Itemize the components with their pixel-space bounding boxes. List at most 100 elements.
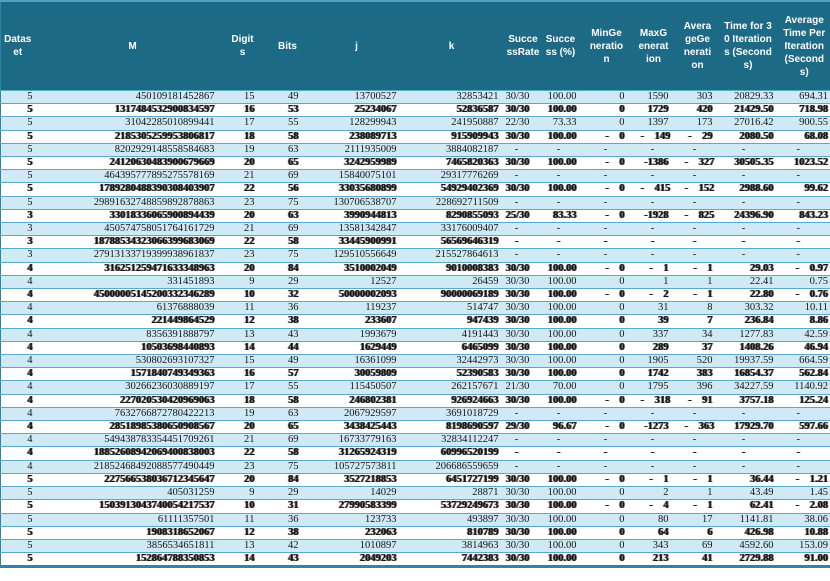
header-row: Dataset M Digits Bits j k SuccessRate Success (…: [0, 1, 830, 91]
cell-j: 3510002049: [314, 261, 403, 276]
cell-m: 3856534651811: [48, 538, 229, 553]
cell-max_generation: 213: [636, 552, 681, 567]
cell-success_pct: 100.00: [542, 156, 587, 170]
cell-avg_time_per_iteration: 1.45: [778, 486, 830, 500]
cell-m: 331451893: [48, 274, 229, 289]
table-row: 5 450109181452867 15 49 13700527 32853421 30/3…: [0, 89, 830, 104]
cell-avg_time_per_iteration: -: [778, 248, 830, 263]
cell-j: 128299943: [314, 116, 403, 131]
cell-success_pct: 100.00: [542, 512, 587, 527]
cell-bits: 56: [274, 182, 315, 197]
cell-success_rate: 30/30: [502, 261, 543, 276]
cell-time_30_iterations: 43.49: [720, 486, 779, 500]
cell-min_generation: 0: [586, 552, 637, 567]
cell-j: 233607: [314, 314, 403, 329]
cell-avg_time_per_iteration: 91.00: [778, 552, 830, 567]
cell-dataset: 5: [0, 512, 49, 527]
cell-dataset: 5: [0, 499, 49, 513]
cell-j: 33445900991: [314, 235, 403, 249]
cell-max_generation: 1: [636, 274, 681, 289]
cell-success_rate: 30/30: [502, 274, 543, 289]
cell-avg_time_per_iteration: 664.59: [778, 354, 830, 368]
cell-avg_time_per_iteration: 1023.52: [778, 156, 830, 170]
cell-bits: 55: [274, 380, 315, 395]
cell-max_generation: 1905: [636, 354, 681, 368]
cell-m: 7632766872780422213: [48, 406, 229, 421]
cell-j: 31265924319: [314, 446, 403, 461]
cell-time_30_iterations: -: [720, 433, 779, 447]
cell-time_30_iterations: 4592.60: [720, 538, 779, 553]
cell-time_30_iterations: 36.44: [720, 472, 779, 487]
cell-max_generation: - 2: [636, 288, 681, 302]
cell-m: 1789280488390308403907: [48, 182, 229, 197]
cell-avg_time_per_iteration: -: [778, 406, 830, 421]
cell-time_30_iterations: 34227.59: [720, 380, 779, 395]
column-header-k: k: [402, 1, 503, 91]
cell-k: 215527864613: [402, 248, 503, 263]
cell-digits: 23: [228, 459, 275, 474]
cell-avg_time_per_iteration: - 0.76: [778, 288, 830, 302]
cell-m: 1503913043740054217537: [48, 499, 229, 513]
cell-digits: 12: [228, 314, 275, 329]
cell-min_generation: -: [586, 433, 637, 447]
cell-bits: 58: [274, 446, 315, 461]
cell-dataset: 4: [0, 288, 49, 302]
table-row: 4 45000005145200332346289 10 32 50000002093 9…: [0, 288, 830, 302]
cell-avg_time_per_iteration: 10.11: [778, 301, 830, 315]
cell-j: 238089713: [314, 129, 403, 144]
cell-m: 61111357501: [48, 512, 229, 527]
cell-min_generation: -: [586, 222, 637, 236]
table-row: 5 1908318652067 12 38 232063 810789 30/30 100.0…: [0, 525, 830, 540]
cell-j: 16733779163: [314, 433, 403, 447]
column-header-min_generation: MinGeneration: [586, 1, 637, 91]
cell-j: 1010897: [314, 538, 403, 553]
column-header-bits: Bits: [274, 1, 315, 91]
cell-k: 29317776269: [402, 169, 503, 183]
cell-min_generation: 0: [586, 354, 637, 368]
cell-success_rate: 29/30: [502, 420, 543, 434]
cell-success_pct: -: [542, 459, 587, 474]
cell-success_rate: 30/30: [502, 552, 543, 567]
cell-max_generation: 289: [636, 340, 681, 355]
cell-bits: 29: [274, 486, 315, 500]
cell-dataset: 5: [0, 182, 49, 197]
cell-average_generation: - 91: [680, 393, 721, 408]
cell-average_generation: - 327: [680, 156, 721, 170]
cell-dataset: 4: [0, 261, 49, 276]
cell-k: 32442973: [402, 354, 503, 368]
cell-dataset: 4: [0, 367, 49, 381]
cell-m: 221449864529: [48, 314, 229, 329]
cell-success_rate: -: [502, 433, 543, 447]
cell-bits: 63: [274, 142, 315, 157]
cell-m: 30266236030889197: [48, 380, 229, 395]
cell-success_pct: -: [542, 169, 587, 183]
cell-success_pct: 100.00: [542, 274, 587, 289]
table-row: 4 221449864529 12 38 233607 947439 30/30 100.00…: [0, 314, 830, 329]
cell-success_rate: 30/30: [502, 367, 543, 381]
cell-success_rate: -: [502, 406, 543, 421]
table-row: 3 27913133719399938961837 23 75 129510556649…: [0, 248, 830, 263]
table-row: 5 227566538036712345647 20 84 3527218853 6451…: [0, 472, 830, 487]
cell-digits: 14: [228, 340, 275, 355]
cell-dataset: 4: [0, 327, 49, 342]
cell-j: 1629449: [314, 340, 403, 355]
cell-success_rate: 25/30: [502, 208, 543, 223]
cell-dataset: 5: [0, 552, 49, 567]
cell-m: 8356391888797: [48, 327, 229, 342]
cell-max_generation: 1397: [636, 116, 681, 131]
table-row: 5 2185305259953806817 18 58 238089713 9159099…: [0, 129, 830, 144]
cell-time_30_iterations: 22.41: [720, 274, 779, 289]
cell-dataset: 5: [0, 472, 49, 487]
cell-dataset: 5: [0, 525, 49, 540]
cell-digits: 13: [228, 327, 275, 342]
cell-min_generation: -: [586, 169, 637, 183]
cell-j: 129510556649: [314, 248, 403, 263]
cell-dataset: 4: [0, 459, 49, 474]
cell-average_generation: - 1: [680, 499, 721, 513]
cell-j: 30059809: [314, 367, 403, 381]
cell-digits: 23: [228, 195, 275, 210]
cell-k: 8290855093: [402, 208, 503, 223]
cell-avg_time_per_iteration: -: [778, 459, 830, 474]
cell-min_generation: 0: [586, 274, 637, 289]
cell-success_rate: 30/30: [502, 288, 543, 302]
